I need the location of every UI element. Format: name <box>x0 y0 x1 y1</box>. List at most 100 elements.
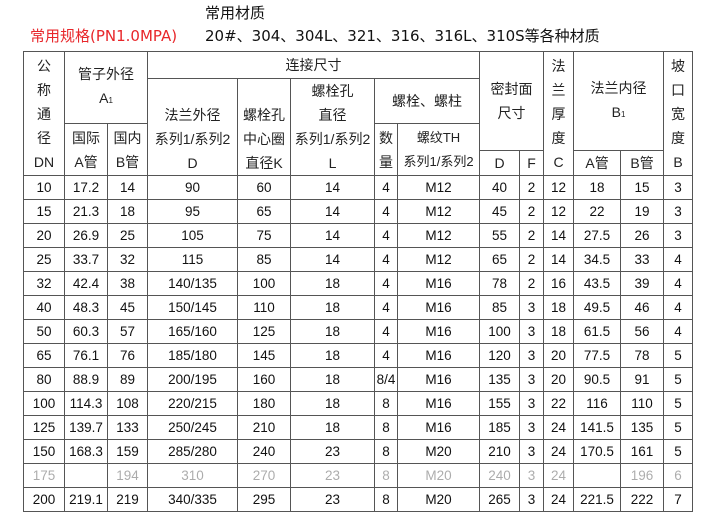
table-cell: 77.5 <box>573 343 622 368</box>
table-cell: 89 <box>107 367 148 392</box>
table-cell: 26.9 <box>64 223 108 248</box>
table-cell: 22 <box>573 199 622 224</box>
table-cell: 18 <box>290 319 375 344</box>
spec-title: 常用规格(PN1.0MPA) <box>30 27 178 45</box>
table-cell: 221.5 <box>573 487 622 512</box>
table-cell: 16 <box>543 271 575 296</box>
table-cell: 265 <box>479 487 521 512</box>
table-cell: 165/160 <box>147 319 238 344</box>
table-cell: 85 <box>479 295 521 320</box>
table-cell: 4 <box>374 343 398 368</box>
table-cell: 18 <box>290 295 375 320</box>
table-cell: 85 <box>237 247 291 272</box>
table-cell: 8 <box>374 487 398 512</box>
table-cell: 125 <box>23 415 65 440</box>
table-cell: 3 <box>519 415 545 440</box>
table-cell: 27.5 <box>573 223 622 248</box>
table-cell <box>64 463 108 488</box>
table-cell: 80 <box>23 367 65 392</box>
table-cell: 34.5 <box>573 247 622 272</box>
table-cell: 14 <box>543 223 575 248</box>
table-cell: 18 <box>290 415 375 440</box>
table-cell: 4 <box>374 295 398 320</box>
table-cell: 4 <box>663 271 694 296</box>
table-cell: 4 <box>663 295 694 320</box>
table-cell: 115 <box>147 247 238 272</box>
table-cell: 2 <box>519 247 545 272</box>
table-cell: 4 <box>374 319 398 344</box>
table-cell: 2 <box>519 271 545 296</box>
table-cell: 18 <box>107 199 148 224</box>
table-cell: 222 <box>620 487 665 512</box>
table-cell: 168.3 <box>64 439 108 464</box>
table-cell: 5 <box>663 439 694 464</box>
table-row: 50 60.3 57 165/160 125 18 4 M16 100 3 18 61.5 56 4 <box>23 319 694 344</box>
table-row: 100 114.3 108 220/215 180 18 8 M16 155 3 22 116 110 5 <box>23 391 694 416</box>
table-cell: M16 <box>396 343 481 368</box>
table-cell: 3 <box>519 439 545 464</box>
table-cell: M12 <box>396 247 481 272</box>
table-cell: 120 <box>479 343 521 368</box>
table-cell: 76.1 <box>64 343 108 368</box>
header-intl: 国际 A管 <box>64 123 108 176</box>
table-cell: 15 <box>620 175 665 200</box>
table-cell: 141.5 <box>573 415 622 440</box>
table-row: 200 219.1 219 340/335 295 23 8 M20 265 3 24 221.5 22… <box>23 487 694 512</box>
table-cell: 20 <box>23 223 65 248</box>
table-cell: 32 <box>23 271 65 296</box>
table-cell: 5 <box>663 415 694 440</box>
table-cell: M12 <box>396 223 481 248</box>
table-cell: 170.5 <box>573 439 622 464</box>
header-bolt-circle: 螺栓孔 中心圈 直径K <box>237 78 291 176</box>
table-cell: 159 <box>107 439 148 464</box>
header-seal: 密封面 尺寸 <box>479 51 545 151</box>
table-cell: 4 <box>374 223 398 248</box>
table-cell: 33 <box>620 247 665 272</box>
table-row: 10 17.2 14 90 60 14 4 M12 40 2 12 18 15 3 <box>23 175 694 200</box>
table-cell: 3 <box>663 223 694 248</box>
table-row: 15 21.3 18 95 65 14 4 M12 45 2 12 22 19 3 <box>23 199 694 224</box>
table-cell: 210 <box>479 439 521 464</box>
table-row: 32 42.4 38 140/135 100 18 4 M16 78 2 16 43.5 39 4 <box>23 271 694 296</box>
table-cell: 125 <box>237 319 291 344</box>
table-cell: 10 <box>23 175 65 200</box>
table-cell: 12 <box>543 175 575 200</box>
table-cell: 32 <box>107 247 148 272</box>
table-cell: 24 <box>543 415 575 440</box>
header-seal-f: F <box>519 150 545 176</box>
table-cell: 78 <box>479 271 521 296</box>
table-cell: 8/4 <box>374 367 398 392</box>
table-cell: 4 <box>374 247 398 272</box>
table-cell: 18 <box>543 295 575 320</box>
table-cell: 270 <box>237 463 291 488</box>
header-qty: 数量 <box>374 123 398 176</box>
header-dom: 国内 B管 <box>107 123 148 176</box>
table-cell: 150 <box>23 439 65 464</box>
table-cell: 2 <box>519 223 545 248</box>
header-flange-od: 法兰外径 系列1/系列2 D <box>147 78 238 176</box>
table-cell: 18 <box>573 175 622 200</box>
table-cell: 114.3 <box>64 391 108 416</box>
materials-list: 20#、304、304L、321、316、316L、310S等各种材质 <box>205 27 600 45</box>
table-cell: 17.2 <box>64 175 108 200</box>
header-seal-d: D <box>479 150 521 176</box>
table-cell: 340/335 <box>147 487 238 512</box>
table-cell: 3 <box>663 199 694 224</box>
table-cell: M16 <box>396 391 481 416</box>
table-cell: 139.7 <box>64 415 108 440</box>
table-cell: 5 <box>663 367 694 392</box>
table-cell: 4 <box>374 199 398 224</box>
table-cell: 219.1 <box>64 487 108 512</box>
table-cell: 5 <box>663 343 694 368</box>
table-cell: 194 <box>107 463 148 488</box>
table-cell: 91 <box>620 367 665 392</box>
table-cell: 210 <box>237 415 291 440</box>
table-cell: 45 <box>479 199 521 224</box>
table-cell: 3 <box>519 295 545 320</box>
table-cell: 14 <box>543 247 575 272</box>
table-row: 80 88.9 89 200/195 160 18 8/4 M16 135 3 20 90.5 91 5 <box>23 367 694 392</box>
table-cell: 38 <box>107 271 148 296</box>
table-cell: 14 <box>107 175 148 200</box>
table-cell: 76 <box>107 343 148 368</box>
